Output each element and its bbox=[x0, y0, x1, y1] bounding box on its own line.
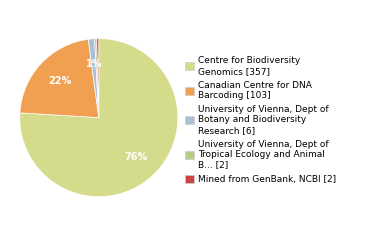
Wedge shape bbox=[97, 39, 99, 118]
Wedge shape bbox=[95, 39, 99, 118]
Text: 1%: 1% bbox=[86, 59, 102, 69]
Wedge shape bbox=[20, 39, 99, 118]
Text: 22%: 22% bbox=[48, 76, 71, 86]
Legend: Centre for Biodiversity
Genomics [357], Canadian Centre for DNA
Barcoding [103],: Centre for Biodiversity Genomics [357], … bbox=[185, 56, 336, 184]
Wedge shape bbox=[88, 39, 99, 118]
Wedge shape bbox=[20, 39, 178, 197]
Text: 76%: 76% bbox=[124, 152, 147, 162]
